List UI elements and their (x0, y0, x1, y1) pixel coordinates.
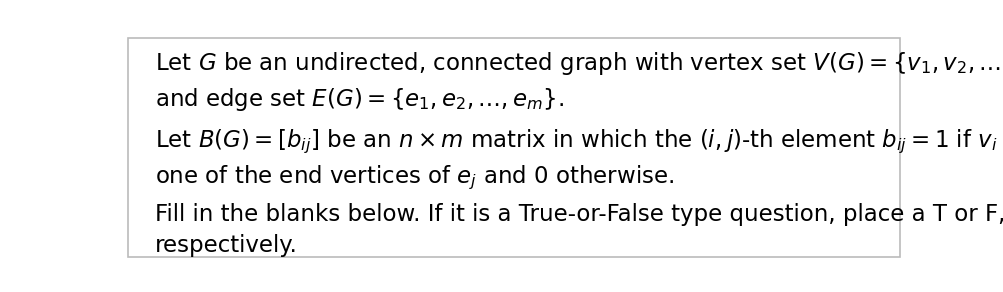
Text: and edge set $\mathbf{\mathit{E}}(\mathbf{\mathit{G}}) = \{e_1, e_2, \ldots, e_m: and edge set $\mathbf{\mathit{E}}(\mathb… (154, 86, 564, 113)
FancyBboxPatch shape (127, 38, 900, 256)
Text: Let $\mathit{G}$ be an undirected, connected graph with vertex set $\mathbf{\mat: Let $\mathit{G}$ be an undirected, conne… (154, 50, 1003, 77)
Text: respectively.: respectively. (154, 234, 298, 257)
Text: Fill in the blanks below. If it is a True-or-False type question, place a T or F: Fill in the blanks below. If it is a Tru… (154, 203, 1003, 225)
Text: Let $\mathbf{\mathit{B}}(\mathbf{\mathit{G}}) = [b_{ij}]$ be an $n \times m$ mat: Let $\mathbf{\mathit{B}}(\mathbf{\mathit… (154, 128, 1003, 156)
Text: one of the end vertices of $e_j$ and 0 otherwise.: one of the end vertices of $e_j$ and 0 o… (154, 164, 674, 192)
